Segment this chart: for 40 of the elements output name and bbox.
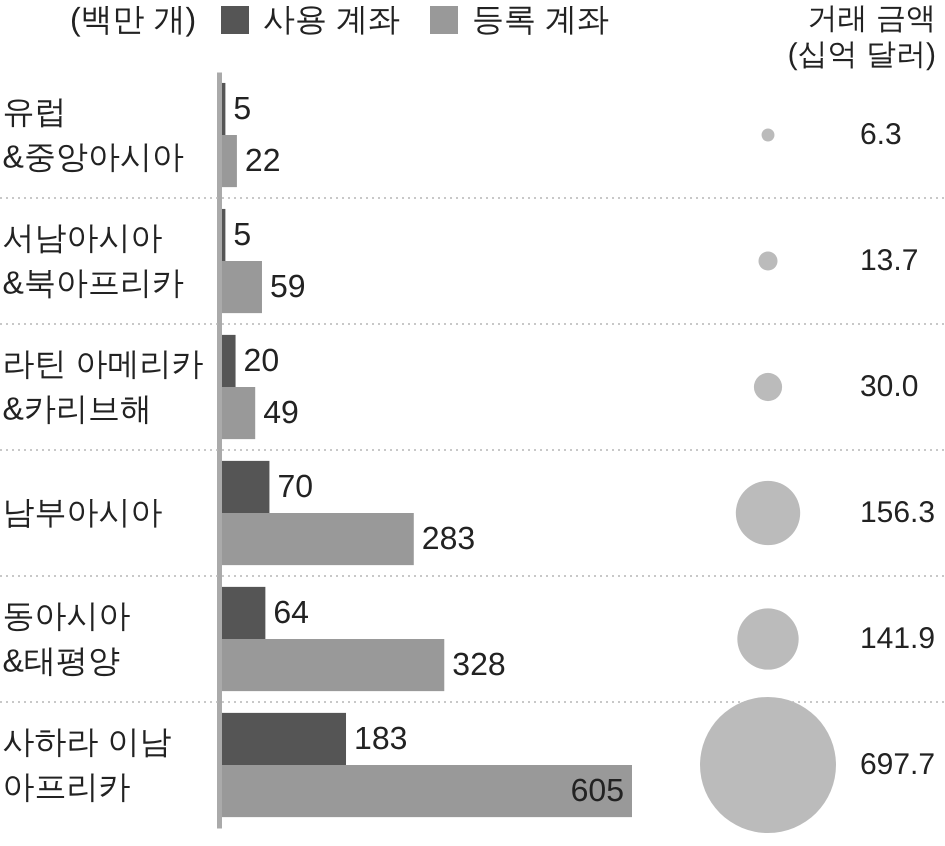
legend-label: 사용 계좌 — [263, 1, 400, 37]
data-label: 13.7 — [860, 244, 918, 277]
legend-title: (백만 개) — [70, 1, 196, 37]
y-tick-label: 동아시아 &태평양 — [2, 598, 130, 678]
data-label: 6.3 — [860, 118, 902, 151]
data-label: 30.0 — [860, 370, 918, 403]
bar — [222, 513, 414, 566]
bar — [222, 208, 226, 261]
data-label: 70 — [277, 468, 314, 504]
bar — [222, 334, 236, 387]
bar — [222, 712, 346, 765]
data-label: 283 — [422, 520, 476, 556]
data-label: 59 — [270, 268, 306, 304]
y-tick-label: 남부아시아 — [2, 494, 162, 530]
bar — [222, 82, 226, 135]
legend-label: 등록 계좌 — [472, 1, 609, 37]
bar — [222, 765, 632, 818]
data-label: 183 — [354, 720, 408, 756]
data-label: 20 — [244, 342, 280, 378]
data-label: 328 — [452, 646, 506, 682]
data-label: 49 — [263, 394, 299, 430]
data-label: 64 — [273, 594, 309, 630]
bar — [222, 261, 262, 314]
y-tick-label: 서남아시아 &북아프리카 — [2, 220, 184, 300]
data-label: 5 — [233, 90, 252, 126]
bar — [222, 586, 266, 639]
data-label: 697.7 — [860, 748, 936, 781]
bar — [222, 639, 444, 692]
data-label: 22 — [244, 142, 281, 178]
bar — [222, 460, 270, 513]
data-label: 141.9 — [860, 622, 936, 655]
bar — [222, 135, 237, 188]
y-tick-label: 유럽 &중앙아시아 — [2, 94, 184, 174]
data-label: 156.3 — [860, 496, 936, 529]
y-tick-label: 사하라 이남 아프리카 — [2, 724, 172, 804]
text: 거래 금액 (십억 달러) — [788, 2, 936, 71]
y-tick-label: 라틴 아메리카 &카리브해 — [2, 346, 204, 426]
bar — [222, 387, 256, 440]
data-label: 5 — [233, 216, 252, 252]
data-label: 605 — [570, 772, 624, 808]
